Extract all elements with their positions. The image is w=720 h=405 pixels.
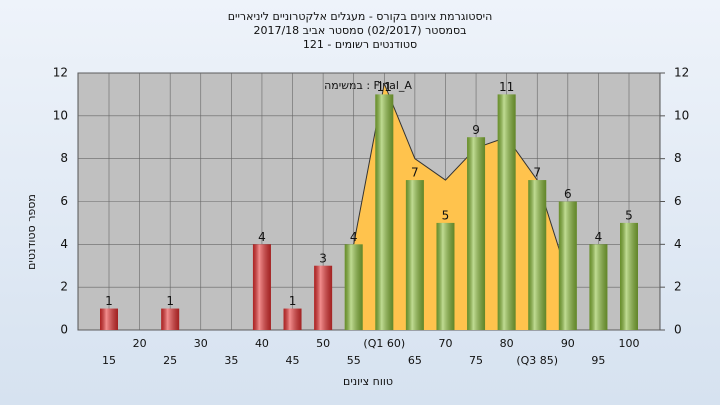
y2-tick-label: 10 bbox=[674, 108, 689, 122]
bar-shine bbox=[252, 244, 271, 330]
bar-shine bbox=[620, 222, 638, 330]
x-tick-label: 65 bbox=[408, 354, 422, 367]
y-tick-label: 0 bbox=[60, 323, 68, 337]
bar-shine bbox=[283, 308, 302, 330]
y-axis-label: מספר סטודנטים bbox=[25, 194, 38, 270]
y-tick-label: 10 bbox=[53, 108, 68, 122]
data-label: 5 bbox=[625, 208, 633, 222]
bar-shine bbox=[589, 244, 608, 330]
data-label: 4 bbox=[258, 230, 266, 244]
bar-shine bbox=[497, 94, 516, 331]
data-label: 1 bbox=[289, 294, 297, 308]
bar-shine bbox=[467, 137, 486, 330]
title-line: היסטוגרמת ציונים בקורס - מעגלים אלקטרוני… bbox=[228, 10, 493, 23]
x-tick-label: 75 bbox=[469, 354, 483, 367]
data-label: 11 bbox=[377, 80, 392, 94]
x-tick-label: 80 bbox=[500, 337, 514, 350]
x-tick-label: 25 bbox=[163, 354, 177, 367]
annotation: במשימה : Final_A bbox=[324, 79, 412, 92]
bar-shine bbox=[405, 180, 424, 330]
x-axis-label: טווח ציונים bbox=[343, 375, 393, 388]
bar-shine bbox=[436, 222, 455, 330]
x-tick-label: (Q3 85) bbox=[516, 354, 558, 367]
x-tick-label: 30 bbox=[194, 337, 208, 350]
y2-tick-label: 12 bbox=[674, 66, 689, 80]
title-line: בסמסטר (02/2017) סמסטר אביב 2017/18 bbox=[253, 24, 466, 37]
data-label: 11 bbox=[499, 80, 514, 94]
x-tick-label: 20 bbox=[133, 337, 147, 350]
y2-tick-label: 2 bbox=[674, 280, 682, 294]
y-tick-label: 12 bbox=[53, 66, 68, 80]
bar-shine bbox=[100, 308, 118, 330]
y2-tick-label: 8 bbox=[674, 151, 682, 165]
title-line: סטודנטים רשומים - 121 bbox=[303, 38, 417, 51]
data-label: 4 bbox=[350, 230, 358, 244]
y2-tick-label: 0 bbox=[674, 323, 682, 337]
data-label: 4 bbox=[595, 230, 603, 244]
bar-shine bbox=[375, 94, 394, 331]
x-tick-label: 70 bbox=[438, 337, 452, 350]
y2-tick-label: 6 bbox=[674, 194, 682, 208]
x-tick-label: 100 bbox=[619, 337, 640, 350]
data-label: 1 bbox=[166, 294, 174, 308]
x-tick-label: 50 bbox=[316, 337, 330, 350]
x-tick-label: (Q1 60) bbox=[363, 337, 405, 350]
data-label: 7 bbox=[533, 166, 541, 180]
y-tick-label: 4 bbox=[60, 237, 68, 251]
data-label: 6 bbox=[564, 187, 572, 201]
x-tick-label: 90 bbox=[561, 337, 575, 350]
x-tick-label: 95 bbox=[591, 354, 605, 367]
data-label: 9 bbox=[472, 123, 480, 137]
bar-shine bbox=[558, 201, 577, 330]
bar-shine bbox=[528, 180, 547, 330]
x-tick-label: 15 bbox=[102, 354, 116, 367]
x-tick-label: 55 bbox=[347, 354, 361, 367]
data-label: 3 bbox=[319, 251, 327, 265]
bar-shine bbox=[314, 265, 333, 330]
y-tick-label: 8 bbox=[60, 151, 68, 165]
data-label: 7 bbox=[411, 166, 419, 180]
data-label: 1 bbox=[105, 294, 113, 308]
data-label: 5 bbox=[442, 208, 450, 222]
y2-tick-label: 4 bbox=[674, 237, 682, 251]
x-tick-label: 35 bbox=[224, 354, 238, 367]
x-tick-label: 40 bbox=[255, 337, 269, 350]
y-tick-label: 2 bbox=[60, 280, 68, 294]
bar-shine bbox=[344, 244, 363, 330]
y-tick-label: 6 bbox=[60, 194, 68, 208]
bar-shine bbox=[161, 308, 180, 330]
x-tick-label: 45 bbox=[286, 354, 300, 367]
